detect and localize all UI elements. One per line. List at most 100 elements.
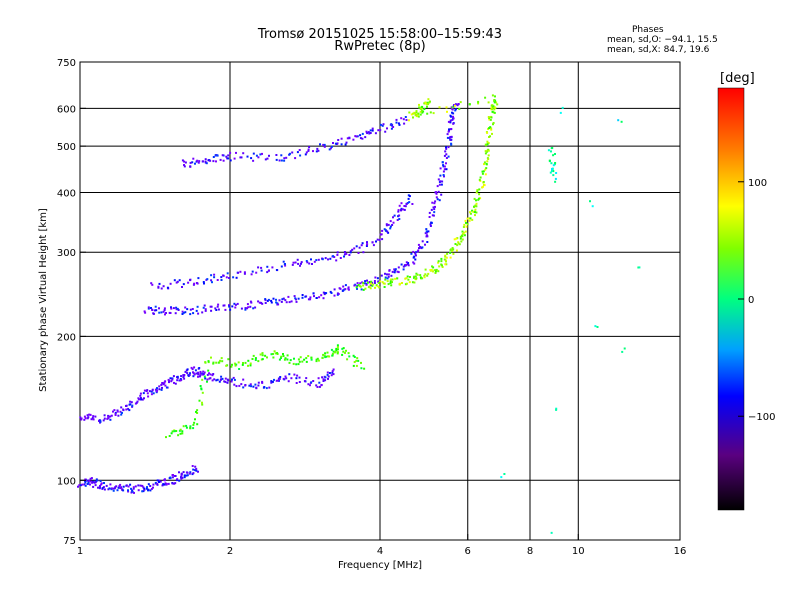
- data-point: [206, 380, 208, 383]
- data-point: [105, 484, 108, 487]
- data-point: [217, 308, 220, 311]
- data-point: [418, 247, 420, 250]
- data-point: [234, 306, 237, 309]
- data-point: [186, 372, 189, 375]
- data-point: [160, 383, 163, 386]
- data-point: [224, 377, 227, 380]
- data-point: [92, 481, 95, 484]
- data-point: [321, 376, 324, 379]
- data-point: [483, 184, 486, 187]
- data-point: [413, 281, 416, 284]
- data-point: [437, 260, 440, 263]
- data-point: [280, 159, 283, 162]
- data-point: [210, 309, 213, 312]
- colorbar-label: [deg]: [720, 71, 755, 86]
- data-point: [305, 151, 308, 154]
- data-point: [383, 286, 386, 288]
- data-point: [428, 101, 431, 104]
- data-point: [291, 151, 294, 154]
- data-point: [401, 282, 403, 284]
- data-point: [164, 384, 167, 387]
- data-point: [280, 355, 283, 358]
- data-point: [478, 197, 480, 200]
- data-point: [222, 159, 225, 162]
- data-point: [405, 277, 408, 280]
- data-point: [163, 307, 166, 310]
- data-point: [89, 483, 91, 486]
- data-point: [218, 380, 221, 383]
- data-point: [81, 483, 84, 486]
- data-point: [421, 109, 423, 112]
- data-point: [158, 385, 161, 388]
- data-point: [258, 301, 261, 304]
- data-point: [555, 407, 558, 410]
- data-point: [397, 271, 400, 274]
- data-point: [295, 377, 298, 380]
- data-point: [454, 109, 457, 112]
- data-point: [353, 361, 356, 363]
- data-point: [92, 485, 95, 488]
- data-point: [130, 487, 132, 490]
- data-point: [468, 103, 471, 106]
- data-point: [270, 353, 273, 356]
- data-point: [336, 352, 339, 355]
- data-point: [473, 211, 476, 214]
- data-point: [211, 281, 213, 284]
- data-point: [368, 132, 371, 135]
- data-point: [493, 111, 496, 114]
- data-point: [201, 311, 204, 314]
- data-point: [419, 106, 422, 109]
- data-point: [391, 270, 394, 273]
- data-point: [306, 261, 309, 264]
- data-point: [354, 135, 357, 138]
- data-point: [449, 136, 452, 138]
- data-point: [554, 162, 557, 164]
- data-point: [156, 483, 159, 486]
- data-point: [340, 137, 343, 140]
- data-point: [459, 101, 462, 104]
- data-point: [173, 279, 176, 282]
- y-tick-label: 500: [57, 142, 76, 153]
- data-point: [389, 282, 392, 284]
- data-point: [621, 350, 624, 353]
- data-point: [271, 380, 274, 383]
- data-point: [391, 278, 394, 281]
- data-point: [454, 243, 457, 245]
- data-point: [280, 357, 282, 359]
- data-point: [454, 104, 456, 107]
- data-point: [275, 301, 278, 304]
- data-point: [361, 242, 364, 245]
- data-point: [140, 398, 143, 401]
- data-point: [178, 279, 181, 282]
- data-point: [389, 225, 392, 228]
- data-point: [363, 282, 366, 285]
- data-point: [344, 284, 347, 287]
- x-axis-label: Frequency [MHz]: [338, 560, 422, 571]
- data-point: [272, 297, 275, 300]
- data-point: [227, 358, 230, 361]
- data-point: [436, 185, 439, 188]
- data-point: [484, 173, 487, 176]
- data-point: [252, 159, 255, 162]
- data-point: [177, 434, 180, 437]
- data-point: [444, 263, 447, 266]
- data-point: [129, 400, 132, 403]
- data-point: [127, 485, 130, 488]
- data-point: [318, 385, 321, 388]
- data-point: [397, 266, 400, 269]
- data-point: [343, 251, 346, 253]
- data-point: [481, 170, 484, 173]
- data-point: [317, 377, 320, 380]
- data-point: [143, 397, 145, 400]
- data-point: [323, 143, 326, 146]
- data-point: [86, 414, 89, 417]
- data-point: [446, 252, 449, 255]
- data-point: [442, 174, 445, 176]
- data-point: [204, 309, 207, 312]
- data-point: [358, 285, 361, 288]
- data-point: [486, 142, 489, 144]
- data-point: [395, 121, 398, 124]
- data-point: [282, 355, 285, 357]
- data-point: [329, 147, 332, 150]
- data-point: [324, 376, 327, 379]
